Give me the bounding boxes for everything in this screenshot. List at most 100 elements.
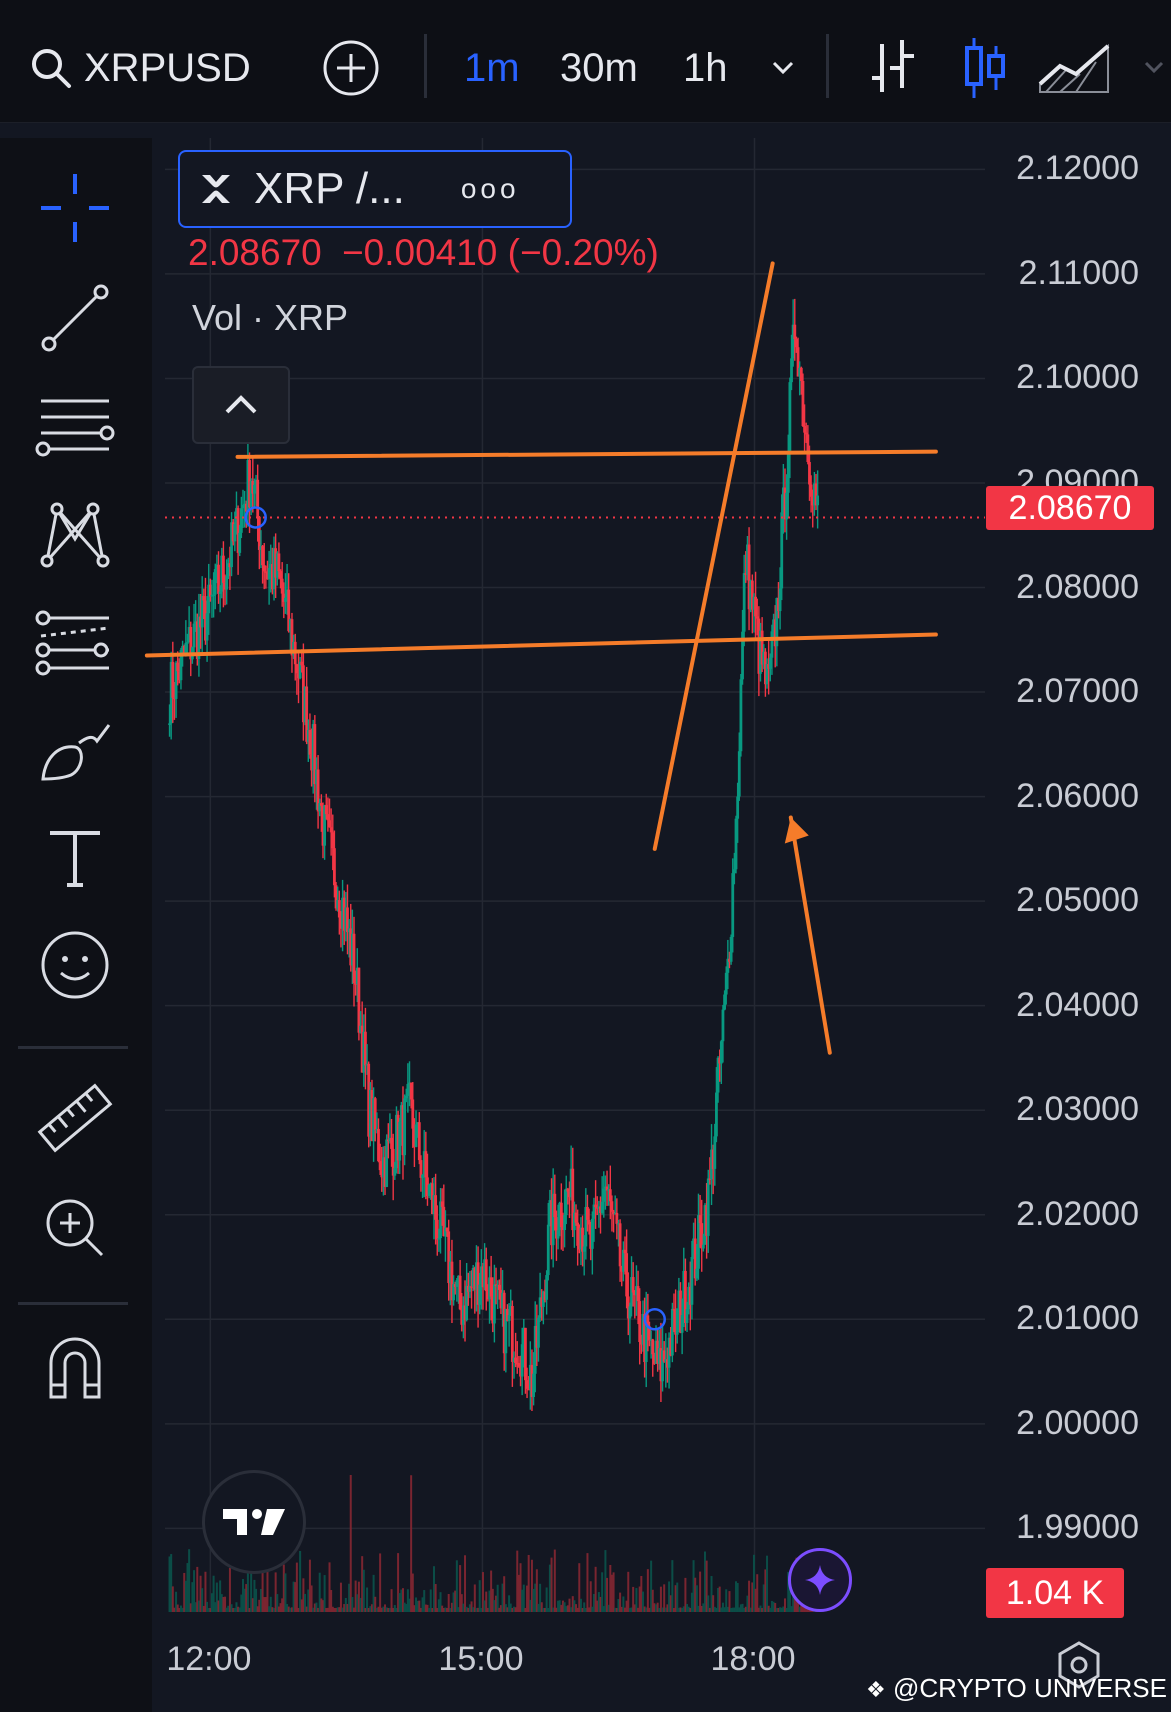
volume-bar bbox=[679, 1607, 682, 1612]
candle-body bbox=[195, 621, 199, 659]
volume-bar bbox=[769, 1607, 772, 1612]
fib-tool[interactable] bbox=[30, 603, 120, 683]
candle-body bbox=[199, 616, 202, 628]
volume-bar bbox=[493, 1600, 496, 1612]
candle-body bbox=[377, 1128, 380, 1162]
symbol-legend[interactable]: XRP /... ooo bbox=[178, 150, 572, 228]
candle-body bbox=[315, 769, 318, 785]
volume-bar bbox=[756, 1574, 759, 1612]
candles-chart-type-button[interactable] bbox=[962, 38, 1008, 98]
chart-type-dropdown[interactable] bbox=[1140, 38, 1168, 98]
legend-price: 2.08670 bbox=[188, 232, 322, 273]
candle-body bbox=[617, 1223, 620, 1225]
candle-body bbox=[200, 596, 204, 628]
candle-body bbox=[592, 1204, 596, 1219]
candle-body bbox=[626, 1296, 630, 1319]
volume-bar bbox=[588, 1607, 591, 1612]
candle-body bbox=[731, 873, 735, 937]
pattern-tool[interactable] bbox=[30, 495, 120, 575]
candle-body bbox=[680, 1315, 684, 1333]
magnet-tool[interactable] bbox=[30, 1328, 120, 1408]
candle-body bbox=[519, 1366, 522, 1377]
interval-dropdown[interactable] bbox=[766, 38, 800, 98]
candle-body bbox=[362, 1031, 366, 1073]
chevron-down-icon bbox=[772, 61, 794, 75]
volume-bar bbox=[183, 1572, 186, 1612]
trend-line-tool[interactable] bbox=[30, 278, 120, 358]
volume-bar bbox=[712, 1595, 715, 1612]
candle-body bbox=[741, 631, 744, 680]
text-tool[interactable] bbox=[30, 818, 120, 898]
volume-bar bbox=[434, 1584, 437, 1612]
interval-1h[interactable]: 1h bbox=[683, 45, 728, 90]
top-toolbar: XRPUSD 1m 30m 1h bbox=[0, 0, 1171, 123]
candle-body bbox=[282, 593, 286, 602]
volume-bar bbox=[304, 1593, 307, 1612]
candle-body bbox=[778, 588, 782, 612]
measure-tool[interactable] bbox=[30, 1078, 120, 1158]
volume-bar bbox=[341, 1607, 344, 1612]
volume-bar bbox=[286, 1604, 289, 1612]
collapse-legend-button[interactable] bbox=[192, 366, 290, 444]
compare-button[interactable] bbox=[322, 38, 380, 98]
candle-body bbox=[595, 1207, 599, 1209]
candle-body bbox=[512, 1357, 516, 1362]
volume-bar bbox=[457, 1607, 460, 1612]
candle-body bbox=[305, 686, 309, 742]
candle-body bbox=[328, 820, 331, 828]
candle-body bbox=[597, 1206, 601, 1209]
volume-bar bbox=[542, 1607, 545, 1612]
candle-body bbox=[685, 1309, 689, 1323]
legend-more-button[interactable]: ooo bbox=[460, 173, 520, 204]
volume-bar bbox=[488, 1590, 491, 1612]
candle-body bbox=[475, 1262, 478, 1290]
horizontal-lines-tool[interactable] bbox=[30, 388, 120, 468]
assistant-button[interactable] bbox=[788, 1548, 852, 1612]
candle-body bbox=[608, 1189, 612, 1202]
crosshair-tool[interactable] bbox=[30, 168, 120, 248]
candle-body bbox=[261, 546, 264, 566]
candle-body bbox=[502, 1292, 506, 1354]
chart-settings-button[interactable] bbox=[1054, 1640, 1104, 1690]
candle-body bbox=[222, 555, 225, 583]
volume-bar bbox=[405, 1604, 408, 1612]
volume-bar bbox=[220, 1594, 223, 1612]
candle-body bbox=[269, 564, 273, 568]
volume-bar bbox=[269, 1596, 272, 1612]
candle-body bbox=[657, 1348, 661, 1364]
volume-bar bbox=[312, 1607, 315, 1612]
volume-bar bbox=[390, 1589, 393, 1612]
volume-bar bbox=[656, 1602, 659, 1612]
volume-bar bbox=[419, 1607, 422, 1612]
volume-bar bbox=[449, 1607, 452, 1612]
candle-body bbox=[628, 1306, 632, 1319]
volume-bar bbox=[256, 1606, 259, 1612]
candle-body bbox=[582, 1246, 586, 1252]
volume-bar bbox=[491, 1588, 494, 1612]
interval-1m[interactable]: 1m bbox=[464, 45, 520, 90]
volume-bar bbox=[526, 1585, 529, 1612]
chart-pane[interactable] bbox=[165, 138, 1171, 1712]
emoji-tool[interactable] bbox=[30, 925, 120, 1005]
volume-bar bbox=[459, 1565, 462, 1612]
candle-body bbox=[509, 1306, 513, 1316]
volume-bar bbox=[202, 1605, 205, 1612]
candle-body bbox=[192, 623, 196, 648]
volume-bar bbox=[721, 1602, 724, 1612]
interval-30m[interactable]: 30m bbox=[560, 45, 638, 90]
chevron-down-icon bbox=[1144, 61, 1164, 74]
volume-bar bbox=[792, 1592, 795, 1612]
volume-bar bbox=[199, 1575, 202, 1612]
zoom-in-tool[interactable] bbox=[30, 1188, 120, 1268]
tradingview-logo[interactable] bbox=[202, 1470, 306, 1574]
volume-bar bbox=[599, 1596, 602, 1612]
volume-bar bbox=[246, 1553, 249, 1612]
area-chart-type-button[interactable] bbox=[1036, 38, 1112, 98]
symbol-search[interactable]: XRPUSD bbox=[28, 38, 251, 98]
brush-icon bbox=[41, 724, 111, 781]
brush-tool[interactable] bbox=[30, 710, 120, 790]
volume-bar bbox=[400, 1589, 403, 1612]
bar-chart-type-button[interactable] bbox=[868, 38, 918, 98]
candle-body bbox=[674, 1309, 678, 1335]
volume-bar bbox=[467, 1607, 470, 1612]
